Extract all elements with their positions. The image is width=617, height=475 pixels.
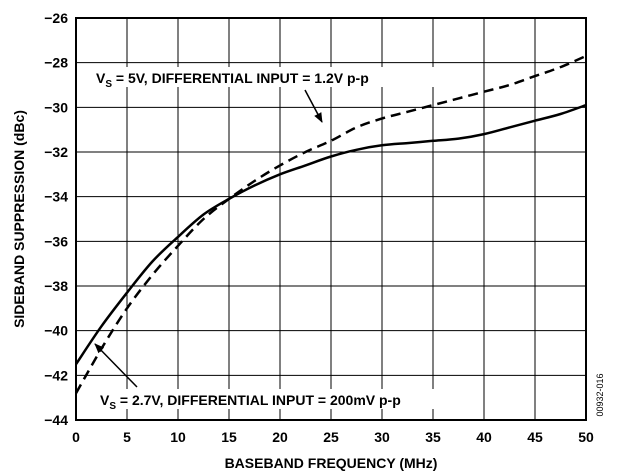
x-tick-label: 40 <box>476 429 492 445</box>
series-group <box>74 54 587 394</box>
figure-id: 00932-016 <box>595 373 605 416</box>
y-axis-label: SIDEBAND SUPPRESSION (dBc) <box>11 110 27 328</box>
annotation-vs5-bg <box>92 67 438 87</box>
annotation-vs5-sub: S <box>105 79 112 90</box>
x-tick-label: 0 <box>72 429 80 445</box>
x-tick-label: 45 <box>527 429 543 445</box>
series-line-dashed <box>74 54 587 394</box>
annotation-vs5: VS = 5V, DIFFERENTIAL INPUT = 1.2V p-p <box>92 67 438 123</box>
y-tick-label: −38 <box>44 278 68 294</box>
annotation-vs5-text: VS = 5V, DIFFERENTIAL INPUT = 1.2V p-p <box>96 70 369 90</box>
x-tick-label: 20 <box>272 429 288 445</box>
x-tick-label: 50 <box>578 429 594 445</box>
x-tick-label: 25 <box>323 429 339 445</box>
annotation-vs27-body: = 2.7V, DIFFERENTIAL INPUT = 200mV p-p <box>116 392 401 408</box>
x-tick-label: 30 <box>374 429 390 445</box>
annotation-vs27: VS = 2.7V, DIFFERENTIAL INPUT = 200mV p-… <box>94 343 482 412</box>
y-tick-label: −40 <box>44 323 68 339</box>
annotation-vs27-text: VS = 2.7V, DIFFERENTIAL INPUT = 200mV p-… <box>100 392 401 412</box>
x-tick-label: 5 <box>123 429 131 445</box>
y-tick-label: −32 <box>44 144 68 160</box>
y-tick-label: −34 <box>44 189 68 205</box>
x-tick-labels: 0 5 10 15 20 25 30 35 40 45 50 <box>72 429 594 445</box>
annotation-vs27-sub: S <box>109 401 116 412</box>
annotation-vs5-body: = 5V, DIFFERENTIAL INPUT = 1.2V p-p <box>112 70 369 86</box>
x-tick-label: 10 <box>170 429 186 445</box>
x-tick-label: 15 <box>221 429 237 445</box>
annotation-vs27-arrow <box>94 343 138 388</box>
y-tick-label: −26 <box>44 10 68 26</box>
annotation-vs27-bg <box>96 389 482 409</box>
series-line-solid <box>74 103 587 365</box>
plot-frame <box>75 17 587 421</box>
x-axis-label: BASEBAND FREQUENCY (MHz) <box>225 455 438 471</box>
x-tick-label: 35 <box>425 429 441 445</box>
y-tick-label: −28 <box>44 55 68 71</box>
y-tick-label: −44 <box>44 412 68 428</box>
y-tick-label: −36 <box>44 233 68 249</box>
annotation-vs5-arrow <box>304 89 323 123</box>
annotation-vs27-prefix: V <box>100 392 110 408</box>
y-tick-label: −42 <box>44 367 68 383</box>
y-tick-labels: −44 −42 −40 −38 −36 −34 −32 −30 −28 −26 <box>44 10 68 428</box>
y-tick-label: −30 <box>44 99 68 115</box>
annotation-vs5-prefix: V <box>96 70 106 86</box>
